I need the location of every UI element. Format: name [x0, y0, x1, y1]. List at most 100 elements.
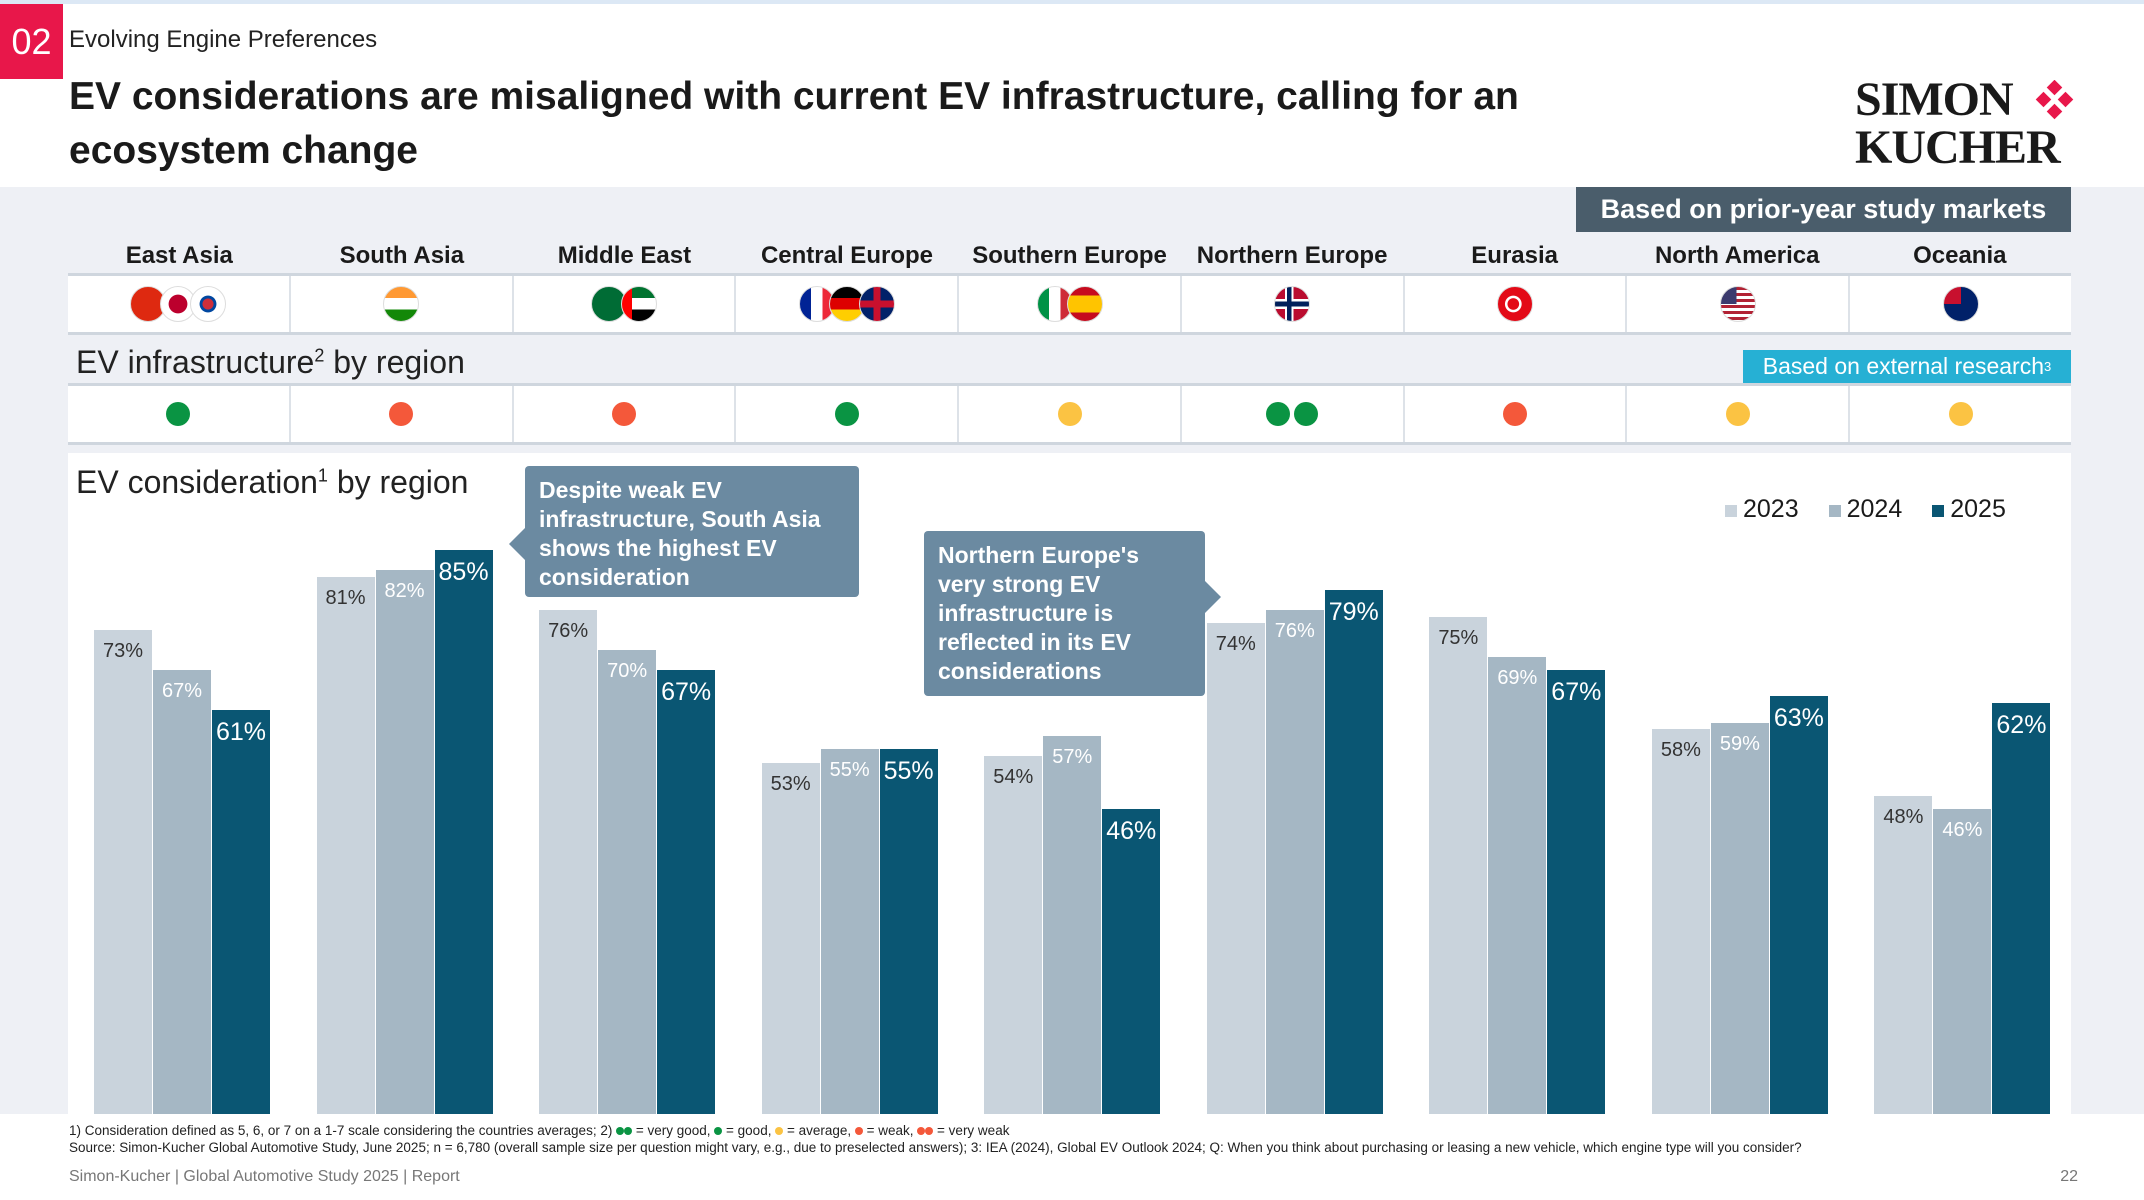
legend-swatch: [1828, 505, 1841, 517]
bar-2023: [1206, 623, 1265, 1114]
infrastructure-cell: [68, 386, 289, 442]
bar-label: 46%: [1942, 819, 1983, 842]
status-dot-weak: [389, 402, 414, 426]
bar-2024: [153, 669, 211, 1114]
flag-cell: [1625, 276, 1848, 332]
status-dot-good: [166, 402, 191, 426]
callout-south-asia: Despite weak EV infrastructure, South As…: [509, 466, 859, 597]
page-number: 22: [2060, 1168, 2078, 1185]
infrastructure-cell: [288, 386, 512, 442]
flag-cell: [511, 276, 735, 332]
bar-2025: [434, 550, 493, 1114]
bar-label: 46%: [1106, 817, 1157, 846]
bar-2023: [1429, 616, 1488, 1114]
region-headers: East Asia South Asia Middle East Central Eu…: [68, 242, 2071, 270]
region-header: Oceania: [1913, 242, 2007, 269]
bar-label: 61%: [215, 717, 267, 746]
infrastructure-cell: [511, 386, 735, 442]
bar-label: 58%: [1660, 739, 1701, 762]
bar-label: 59%: [1719, 732, 1760, 755]
status-dot-good: [1266, 402, 1291, 426]
bar-label: 81%: [325, 586, 366, 609]
bar-label: 54%: [993, 765, 1034, 788]
flag-cell: [734, 276, 957, 332]
bar-2024: [1933, 809, 1992, 1114]
bar-2024: [1043, 736, 1102, 1114]
footnote-source: Source: Simon-Kucher Global Automotive S…: [69, 1140, 1802, 1155]
region-header: Central Europe: [760, 242, 933, 269]
bar-label: 67%: [161, 679, 203, 702]
bar-2023: [1874, 795, 1933, 1114]
page-title: EV considerations are misaligned with cu…: [69, 75, 1519, 172]
uk-flag-icon: [858, 286, 895, 322]
bar-2024: [598, 649, 657, 1114]
flag-cell: [1179, 276, 1403, 332]
bar-2024: [375, 570, 434, 1114]
status-dot-weak: [1503, 402, 1528, 426]
infrastructure-cell: [1179, 386, 1403, 442]
footer-text: Simon-Kucher | Global Automotive Study 2…: [69, 1168, 460, 1185]
flag-cell: [957, 276, 1180, 332]
bar-label: 63%: [1773, 704, 1824, 733]
bar-2023: [761, 762, 820, 1114]
region-header: Middle East: [557, 242, 692, 269]
callout-northern-europe: Northern Europe's very strong EV infrast…: [924, 531, 1221, 696]
external-research-badge: Based on external research 3: [1743, 350, 2071, 383]
flag-cell: [1402, 276, 1626, 332]
flag-cell: [288, 276, 512, 332]
south-korea-flag-icon: [190, 286, 227, 322]
spain-flag-icon: [1066, 286, 1103, 322]
bar-label: 82%: [384, 580, 425, 603]
bar-2025: [657, 669, 716, 1114]
status-dot-good: [1294, 402, 1319, 426]
infrastructure-cell: [734, 386, 957, 442]
status-dot-average: [1948, 402, 1973, 426]
infrastructure-cell: [957, 386, 1180, 442]
status-dot-good: [834, 402, 859, 426]
bar-2024: [1710, 722, 1769, 1114]
bar-2023: [316, 576, 375, 1114]
usa-flag-icon: [1719, 286, 1756, 322]
bar-label: 53%: [770, 772, 811, 795]
legend-item: 2023: [1725, 495, 1799, 524]
consideration-title: EV consideration1 by region: [76, 464, 469, 500]
bar-label: 69%: [1497, 666, 1538, 689]
bar-2025: [1992, 702, 2051, 1114]
legend-swatch: [1725, 505, 1737, 517]
bar-2023: [94, 630, 152, 1114]
section-number: 02: [0, 4, 63, 79]
bar-label: 79%: [1328, 598, 1379, 627]
flags-row: [68, 273, 2071, 335]
bar-2023: [984, 755, 1043, 1114]
status-dot-weak: [611, 402, 636, 426]
bar-label: 74%: [1215, 633, 1256, 656]
bar-label: 75%: [1438, 626, 1479, 649]
section-subtitle: Evolving Engine Preferences: [69, 26, 378, 53]
saudi-arabia-flag-icon: [590, 286, 627, 322]
top-line: [0, 0, 2144, 4]
bar-label: 76%: [548, 620, 589, 643]
legend-item: 2025: [1932, 495, 2006, 524]
infrastructure-cell: [1625, 386, 1848, 442]
status-dot-average: [1725, 402, 1750, 426]
australia-flag-icon: [1942, 286, 1979, 322]
bar-label: 57%: [1052, 746, 1093, 769]
simon-kucher-logo: SIMON KUCHER: [1855, 76, 2074, 172]
region-header: North America: [1654, 242, 1820, 269]
status-dot-average: [1057, 402, 1082, 426]
flag-cell: [68, 276, 289, 332]
infrastructure-title: EV infrastructure2 by region: [76, 344, 465, 380]
region-header: East Asia: [125, 242, 233, 269]
bar-2024: [820, 749, 879, 1114]
region-header: South Asia: [339, 242, 465, 269]
bar-label: 55%: [829, 759, 870, 782]
bar-label: 67%: [661, 677, 712, 706]
norway-flag-icon: [1274, 286, 1311, 322]
chart-legend: 2023 2024 2025: [1725, 495, 2006, 524]
bar-label: 67%: [1551, 677, 1602, 706]
bar-label: 55%: [883, 757, 934, 786]
bar-2023: [1651, 729, 1710, 1114]
bar-label: 76%: [1274, 620, 1315, 643]
bar-2023: [539, 610, 598, 1114]
bar-label: 62%: [1996, 710, 2047, 739]
